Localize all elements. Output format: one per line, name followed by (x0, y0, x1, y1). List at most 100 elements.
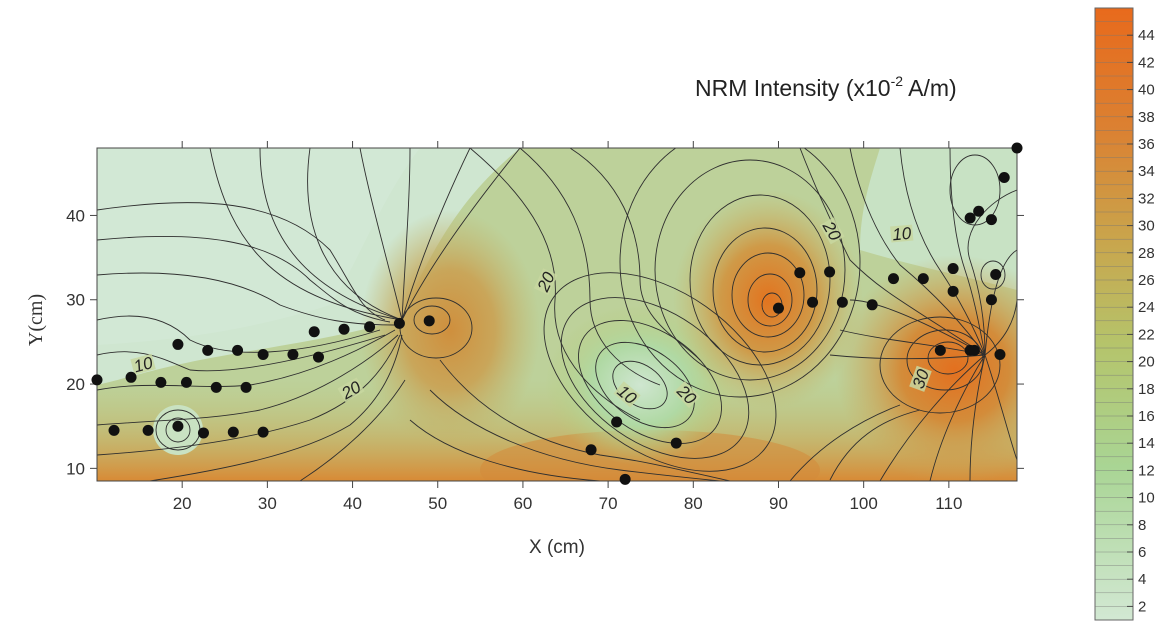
contour-label: 10 (892, 224, 913, 245)
sample-point (994, 349, 1006, 361)
x-axis-title: X (cm) (529, 537, 585, 558)
sample-point (611, 416, 623, 428)
x-tick-label: 40 (343, 494, 362, 513)
sample-point (308, 326, 320, 338)
sample-point (287, 349, 299, 361)
x-tick-label: 50 (428, 494, 447, 513)
colorbar-tick-label: 34 (1138, 163, 1155, 180)
sample-point (125, 371, 137, 383)
sample-point (887, 273, 899, 285)
contour-label-bg (819, 217, 845, 245)
plot-frame (96, 147, 1018, 482)
y-tick-label: 20 (66, 375, 85, 394)
sample-point (240, 381, 252, 393)
contour-label-bg (613, 381, 641, 408)
colorbar-tick-label: 8 (1138, 517, 1146, 534)
x-tick-label: 100 (849, 494, 877, 513)
sample-point (210, 381, 222, 393)
sample-point (836, 296, 848, 308)
sample-point (338, 323, 350, 335)
sample-point (232, 344, 244, 356)
sample-point (108, 424, 120, 436)
sample-point (794, 267, 806, 279)
x-tick-label: 30 (258, 494, 277, 513)
sample-point (964, 212, 976, 224)
colorbar-tick-label: 30 (1138, 218, 1155, 235)
contour-label-bg (890, 224, 914, 243)
sample-point (423, 315, 435, 327)
sample-points (91, 142, 1023, 485)
contour-label-bg (533, 268, 558, 295)
sample-point (934, 344, 946, 356)
colorbar-tick-label: 38 (1138, 109, 1155, 126)
sample-point (670, 437, 682, 449)
colorbar-tick-label: 16 (1138, 408, 1155, 425)
sample-point (824, 266, 836, 278)
sample-point (973, 205, 985, 217)
contour-label-bg (337, 377, 365, 403)
colorbar-tick-label: 4 (1138, 571, 1146, 588)
y-tick-label: 10 (66, 459, 85, 478)
sample-point (227, 426, 239, 438)
contour-label-bg (130, 353, 156, 375)
x-tick-label: 70 (599, 494, 618, 513)
sample-point (142, 424, 154, 436)
colorbar-tick-label: 20 (1138, 354, 1155, 371)
colorbar-tick-label: 26 (1138, 272, 1155, 289)
sample-point (772, 302, 784, 314)
contour-label: 10 (132, 353, 156, 376)
sample-point (172, 420, 184, 432)
y-tick-label: 40 (66, 206, 85, 225)
sample-point (866, 299, 878, 311)
y-tick-label: 30 (66, 291, 85, 310)
y-axis-title: Y(cm) (25, 294, 47, 346)
x-tick-label: 20 (173, 494, 192, 513)
sample-point (619, 473, 631, 485)
colorbar-tick-label: 40 (1138, 82, 1155, 99)
x-tick-label: 90 (769, 494, 788, 513)
sample-point (1011, 142, 1023, 154)
sample-point (917, 273, 929, 285)
sample-point (585, 444, 597, 456)
svg-text:NRM Intensity (x10-2 A/m): NRM Intensity (x10-2 A/m) (695, 73, 957, 101)
colorbar-tick-label: 32 (1138, 190, 1155, 207)
contour-label-bg (909, 365, 932, 392)
colorbar-tick-label: 10 (1138, 490, 1155, 507)
sample-point (947, 263, 959, 275)
colorbar-tick-label: 36 (1138, 136, 1155, 153)
chart-title: NRM Intensity (x10-2 A/m) (695, 73, 957, 101)
colorbar-tick-label: 42 (1138, 54, 1155, 71)
sample-point (91, 374, 103, 386)
sample-point (257, 349, 269, 361)
x-tick-label: 60 (513, 494, 532, 513)
sample-point (155, 376, 167, 388)
x-axis: 20 30 40 50 60 70 80 90 100 110 (173, 141, 962, 513)
contour-lines (97, 148, 1017, 481)
colorbar-tick-label: 6 (1138, 544, 1146, 561)
colorbar-ramp (1094, 7, 1134, 621)
sample-point (985, 214, 997, 226)
sample-point (180, 376, 192, 388)
colorbar-tick-label: 44 (1138, 27, 1155, 44)
x-tick-label: 80 (684, 494, 703, 513)
sample-point (947, 285, 959, 297)
sample-point (985, 294, 997, 306)
x-tick-label: 110 (935, 494, 962, 513)
intensity-field (97, 148, 1017, 481)
sample-point (393, 317, 405, 329)
colorbar-tick-label: 12 (1138, 462, 1155, 479)
colorbar-tick-label: 24 (1138, 299, 1155, 316)
colorbar-tick-label: 14 (1138, 435, 1155, 452)
sample-point (172, 338, 184, 350)
sample-point (312, 351, 324, 363)
sample-point (197, 427, 209, 439)
colorbar-tick-label: 28 (1138, 245, 1155, 262)
sample-point (990, 268, 1002, 280)
sample-point (257, 426, 269, 438)
colorbar-tick-label: 18 (1138, 381, 1155, 398)
colorbar-tick-label: 2 (1138, 598, 1146, 615)
sample-point (807, 296, 819, 308)
sample-point (364, 321, 376, 333)
